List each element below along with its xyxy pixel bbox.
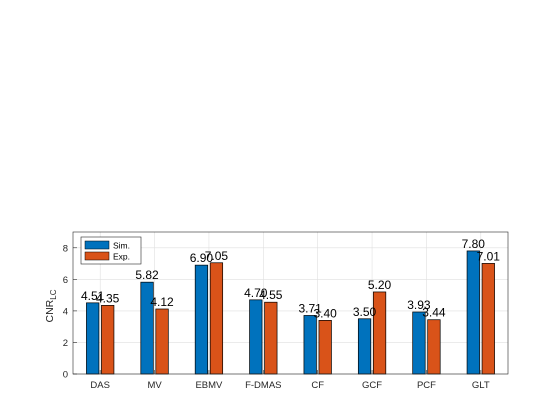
data-label: 4.51	[81, 289, 105, 303]
legend-label-exp: Exp.	[113, 252, 130, 262]
x-tick-labels: DAS MV EBMV F-DMAS CF GCF PCF GLT	[90, 380, 489, 391]
axis-ticks	[73, 247, 482, 375]
y-axis-label: CNRLC	[44, 289, 58, 322]
bar-sim	[303, 315, 317, 375]
data-label: 4.35	[96, 291, 120, 305]
bar-exp	[318, 320, 332, 375]
bar-exp	[264, 301, 278, 375]
x-tick-label: GCF	[362, 380, 382, 391]
y-tick-labels: 0 2 4 6 8	[63, 243, 68, 380]
x-tick-label: MV	[147, 380, 162, 391]
data-label: 3.93	[407, 298, 431, 312]
legend-swatch-sim	[84, 240, 110, 250]
data-label: 5.20	[368, 278, 392, 292]
bar-sim	[466, 250, 480, 375]
y-tick-label: 2	[63, 338, 68, 349]
x-tick-label: CF	[311, 380, 324, 391]
legend-label-sim: Sim.	[113, 241, 130, 251]
data-label: 4.70	[244, 286, 268, 300]
x-tick-label: PCF	[417, 380, 436, 391]
y-tick-label: 6	[63, 275, 68, 286]
legend: Sim. Exp.	[80, 236, 142, 265]
data-label: 3.44	[422, 306, 446, 320]
data-label: 5.82	[135, 268, 159, 282]
data-label: 3.50	[353, 305, 377, 319]
y-tick-label: 8	[63, 243, 68, 254]
bar-sim	[86, 302, 100, 375]
x-tick-label: DAS	[90, 380, 110, 391]
y-tick-label: 0	[63, 370, 68, 381]
data-label: 4.55	[259, 288, 283, 302]
bar-sim	[194, 264, 209, 375]
x-tick-label: GLT	[472, 380, 490, 391]
data-label: 4.12	[150, 295, 174, 309]
y-tick-label: 4	[63, 306, 68, 317]
axes-frame	[72, 231, 509, 375]
x-tick-label: EBMV	[195, 380, 223, 391]
bars	[86, 250, 495, 375]
y-axis-label-subscript: LC	[49, 289, 58, 299]
data-label: 7.01	[477, 249, 501, 263]
bar-sim	[249, 299, 263, 375]
bar-sim	[357, 318, 372, 375]
data-label: 7.05	[205, 249, 229, 263]
data-label: 3.71	[299, 301, 323, 315]
data-labels: 4.514.35 5.82 4.12 6.907.05 4.704.55 3.713.40…	[81, 237, 500, 320]
x-tick-label: F-DMAS	[245, 380, 281, 391]
y-axis-label-main: CNR	[44, 299, 56, 322]
bar-exp	[209, 262, 224, 375]
data-label: 3.40	[314, 306, 338, 320]
data-label: 6.90	[190, 251, 214, 265]
bar-exp	[427, 319, 441, 375]
data-label: 7.80	[462, 237, 486, 251]
legend-swatch-exp	[84, 251, 110, 261]
bar-exp	[481, 263, 495, 375]
bar-sim	[412, 311, 426, 375]
bar-exp	[101, 305, 115, 375]
bar-exp	[155, 308, 169, 375]
